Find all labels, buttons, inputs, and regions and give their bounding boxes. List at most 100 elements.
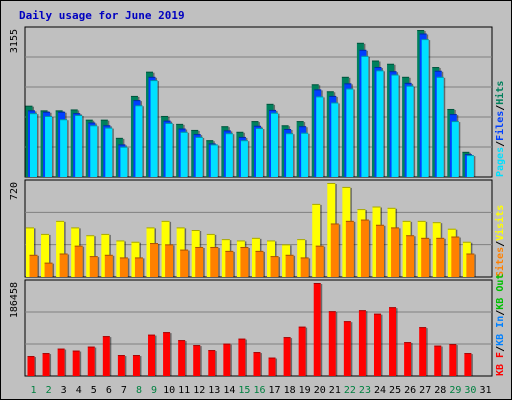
x-tick-label: 29 <box>449 385 461 396</box>
bar-sites <box>255 250 264 277</box>
y-max-label: 720 <box>9 182 20 200</box>
bar-sites <box>345 220 354 277</box>
bar-kbf <box>419 327 427 376</box>
bar-pages <box>45 115 53 177</box>
x-tick-label: 9 <box>151 385 157 396</box>
bar-sites <box>119 257 128 277</box>
bar-kbf-shadow <box>350 322 353 376</box>
bar-pages <box>105 127 113 177</box>
bar-sites-shadow <box>37 255 39 277</box>
bar-pages <box>165 122 173 177</box>
bar-sites-shadow <box>173 245 175 277</box>
bar-pages <box>120 146 128 177</box>
bar-sites-shadow <box>233 251 235 277</box>
bar-sites <box>270 256 279 277</box>
bar-kbf <box>464 353 472 376</box>
legend-item-separator: / <box>495 241 506 247</box>
x-tick-label: 2 <box>46 385 52 396</box>
bar-sites <box>89 256 98 277</box>
bar-kbf-shadow <box>64 349 67 376</box>
bar-kbf <box>72 350 80 376</box>
bar-sites <box>29 254 38 277</box>
bar-pages <box>75 115 83 177</box>
bar-sites <box>240 246 249 277</box>
bar-kbf <box>283 337 291 376</box>
bar-sites <box>104 254 113 277</box>
bar-pages <box>451 121 459 177</box>
bar-kbf-shadow <box>139 356 142 376</box>
bar-visits <box>26 227 34 277</box>
bar-sites <box>466 253 475 277</box>
bar-kbf <box>358 310 366 376</box>
bar-sites-shadow <box>338 224 341 277</box>
bar-kbf <box>343 321 351 376</box>
bar-sites-shadow <box>323 246 326 277</box>
bar-sites-shadow <box>52 263 55 277</box>
bar-kbf-shadow <box>155 335 157 376</box>
bar-pages-shadow <box>323 97 325 177</box>
bar-kbf <box>87 346 95 376</box>
bar-kbf-shadow <box>441 346 443 376</box>
bar-pages <box>406 85 414 177</box>
bar-kbf <box>268 357 276 376</box>
legend-item-hits: Hits <box>494 81 506 105</box>
bar-kbf-shadow <box>456 345 458 376</box>
bar-visits <box>56 220 65 277</box>
bar-kbf-shadow <box>365 311 368 376</box>
bar-kbf-shadow <box>230 344 232 376</box>
bar-pages <box>240 140 248 177</box>
bar-pages <box>225 133 233 177</box>
bar-kbf <box>42 353 50 376</box>
bar-pages-shadow <box>187 132 190 177</box>
bar-kbf <box>404 342 412 376</box>
bar-sites <box>375 224 384 277</box>
bar-kbf <box>389 307 397 376</box>
bar-pages-shadow <box>293 134 295 177</box>
bar-kbf <box>163 332 171 376</box>
legend-item-files: Files <box>494 111 506 141</box>
bar-kbf <box>117 355 125 376</box>
bar-pages <box>60 119 68 177</box>
bar-sites <box>436 237 445 277</box>
bar-kbf <box>223 343 231 376</box>
bar-kbf-shadow <box>34 357 36 376</box>
bar-pages-shadow <box>217 145 220 177</box>
x-tick-label: 26 <box>404 385 416 396</box>
x-tick-label: 17 <box>269 385 281 396</box>
bar-pages <box>271 112 279 177</box>
bar-pages-shadow <box>458 122 461 177</box>
bar-pages-shadow <box>413 86 416 177</box>
bar-pages <box>301 132 309 177</box>
bar-pages-shadow <box>202 137 205 177</box>
bar-visits-shadow <box>49 234 51 277</box>
bar-kbf <box>373 313 381 376</box>
bar-sites-shadow <box>142 258 145 277</box>
x-tick-label: 24 <box>374 385 386 396</box>
bar-sites <box>391 227 400 277</box>
bar-kbf-shadow <box>411 343 413 376</box>
bar-visits-shadow <box>64 221 66 277</box>
bar-kbf-shadow <box>471 354 473 376</box>
bar-sites <box>285 254 294 277</box>
bar-sites-shadow <box>293 255 296 277</box>
bar-sites-shadow <box>278 257 281 277</box>
bar-kbf-shadow <box>396 308 398 376</box>
x-tick-label: 5 <box>91 385 97 396</box>
legend-item-kb-f: KB F <box>495 352 506 376</box>
x-tick-label: 4 <box>76 385 82 396</box>
bar-kbf <box>148 334 156 376</box>
bar-pages <box>180 131 188 177</box>
bar-sites-shadow <box>248 247 250 277</box>
x-tick-label: 15 <box>238 385 250 396</box>
bar-kbf-shadow <box>260 353 262 376</box>
bar-kbf-shadow <box>79 351 82 376</box>
x-tick-label: 25 <box>389 385 401 396</box>
bar-kbf-shadow <box>335 312 338 376</box>
bar-pages <box>30 113 37 177</box>
bar-sites <box>210 246 219 277</box>
bar-kbf <box>57 348 65 376</box>
bar-pages-shadow <box>443 77 446 177</box>
legend-item-separator: / <box>495 105 506 111</box>
x-tick-label: 19 <box>299 385 311 396</box>
bar-pages-shadow <box>52 116 54 177</box>
